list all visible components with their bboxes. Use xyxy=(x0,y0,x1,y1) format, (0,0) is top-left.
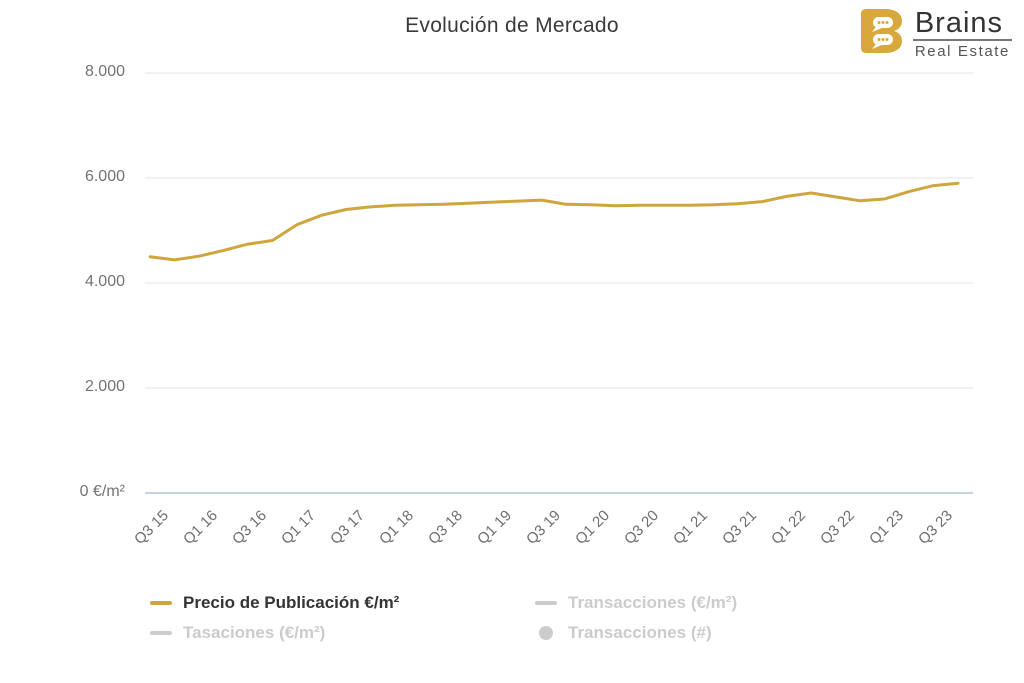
legend-line-marker-icon xyxy=(150,631,172,635)
chart-legend: Precio de Publicación €/m² Transacciones… xyxy=(150,591,850,645)
legend-label: Transacciones (€/m²) xyxy=(568,593,738,612)
legend-circle-marker-icon xyxy=(539,626,553,640)
legend-item-transacciones-precio[interactable]: Transacciones (€/m²) xyxy=(535,591,850,615)
y-axis-label: 2.000 xyxy=(84,378,125,395)
brains-speech-bubble-b-icon xyxy=(859,8,903,59)
brains-logo: Brains Real Estate xyxy=(859,8,1012,60)
legend-line-marker-icon xyxy=(535,601,557,605)
legend-label: Transacciones (#) xyxy=(568,623,712,642)
y-axis-label: 8.000 xyxy=(84,63,125,80)
y-axis-label: 6.000 xyxy=(84,168,125,185)
logo-brand-text: Brains xyxy=(912,8,1012,42)
legend-line-marker-icon xyxy=(150,601,172,605)
chart-title: Evolución de Mercado xyxy=(405,14,619,37)
legend-label: Precio de Publicación €/m² xyxy=(183,593,400,612)
y-axis-label: 0 €/m² xyxy=(79,483,125,500)
logo-subtitle-text: Real Estate xyxy=(914,43,1010,61)
legend-label: Tasaciones (€/m²) xyxy=(183,623,326,642)
legend-item-transacciones-numero[interactable]: Transacciones (#) xyxy=(535,621,850,645)
y-axis-label: 4.000 xyxy=(84,273,125,290)
price-publication-series-line[interactable] xyxy=(148,181,960,262)
legend-item-tasaciones[interactable]: Tasaciones (€/m²) xyxy=(150,621,535,645)
legend-item-precio-publicacion[interactable]: Precio de Publicación €/m² xyxy=(150,591,535,615)
